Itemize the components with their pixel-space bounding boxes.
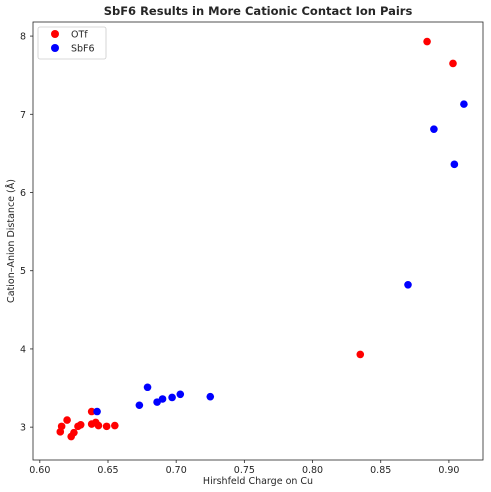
data-point-sbf6: [450, 160, 459, 169]
data-point-sbf6: [158, 395, 167, 403]
y-tick-label: 7: [20, 110, 26, 121]
data-point-otf: [423, 37, 431, 46]
data-point-otf: [57, 422, 66, 431]
data-point-sbf6: [143, 383, 152, 392]
data-point-otf: [70, 428, 78, 437]
data-point-otf: [449, 59, 457, 68]
legend-marker-otf: [51, 30, 59, 38]
data-point-otf: [111, 421, 119, 430]
x-tick-label: 0.70: [166, 465, 187, 476]
x-tick-label: 0.75: [234, 465, 255, 476]
data-point-otf: [94, 421, 103, 430]
y-tick-label: 4: [20, 344, 26, 355]
data-point-otf: [63, 416, 71, 424]
data-point-otf: [76, 421, 85, 429]
x-tick-label: 0.80: [302, 465, 323, 476]
legend: OTf SbF6: [37, 26, 107, 60]
data-point-otf: [356, 350, 365, 359]
data-point-sbf6: [176, 390, 185, 399]
y-tick-label: 3: [20, 423, 26, 434]
y-tick-label: 6: [20, 188, 26, 199]
legend-label-sbf6: SbF6: [71, 44, 95, 55]
y-axis-label: Cation–Anion Distance (Å): [5, 179, 17, 303]
data-point-otf: [87, 407, 96, 416]
legend-marker-sbf6: [51, 44, 59, 52]
data-point-sbf6: [93, 407, 101, 416]
data-point-sbf6: [206, 392, 215, 401]
data-point-sbf6: [460, 100, 468, 108]
data-point-sbf6: [430, 125, 438, 133]
data-point-sbf6: [404, 281, 412, 289]
y-tick-label: 5: [20, 266, 26, 277]
x-tick-label: 0.85: [370, 465, 391, 476]
data-point-sbf6: [135, 401, 144, 410]
data-point-otf: [102, 422, 111, 431]
x-axis-label: Hirshfeld Charge on Cu: [203, 476, 313, 487]
x-tick-label: 0.90: [438, 465, 459, 476]
chart-title: SbF6 Results in More Cationic Contact Io…: [104, 4, 413, 18]
y-axis-ticks: 3 4 5 6 7 8: [20, 32, 33, 434]
data-points: [56, 37, 468, 441]
x-tick-label: 0.60: [29, 465, 50, 476]
data-point-sbf6: [168, 393, 176, 402]
x-axis-ticks: 0.60 0.65 0.70 0.75 0.80 0.85 0.90: [29, 460, 459, 476]
y-tick-label: 8: [20, 32, 26, 43]
plot-area: [32, 21, 484, 461]
legend-label-otf: OTf: [71, 30, 88, 41]
x-tick-label: 0.65: [97, 465, 118, 476]
